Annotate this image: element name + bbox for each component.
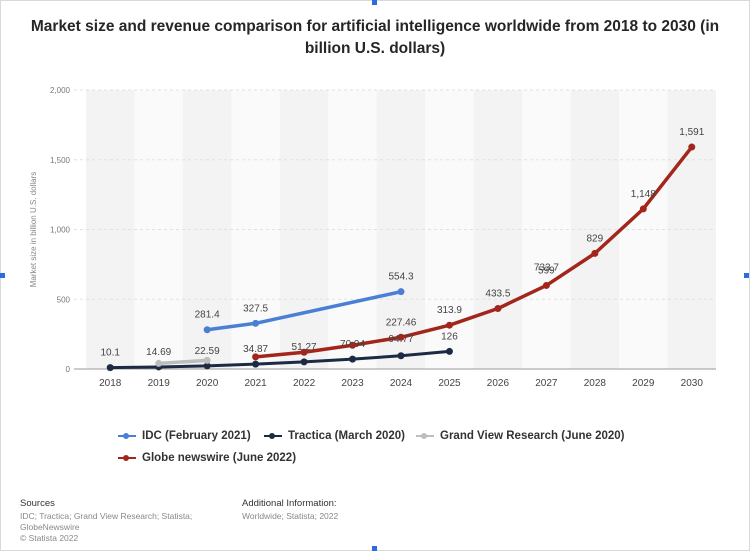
x-tick-label: 2025 xyxy=(438,378,461,389)
legend-item-tractica[interactable]: Tractica (March 2020) xyxy=(264,430,405,442)
x-tick-label: 2028 xyxy=(584,378,607,389)
data-label: 10.1 xyxy=(100,348,120,359)
data-label: 599 xyxy=(538,265,555,276)
data-label: 313.9 xyxy=(437,305,462,316)
column-band xyxy=(522,90,571,369)
data-point xyxy=(203,362,211,370)
data-label: 94.77 xyxy=(388,334,413,345)
data-label: 34.87 xyxy=(243,344,268,355)
x-tick-label: 2021 xyxy=(244,378,267,389)
x-tick-label: 2030 xyxy=(681,378,704,389)
data-label: 227.46 xyxy=(386,317,417,328)
data-point xyxy=(397,333,405,341)
y-tick-label: 1,000 xyxy=(50,226,71,235)
data-point xyxy=(203,326,211,334)
x-tick-label: 2029 xyxy=(632,378,655,389)
additional-info-text: Worldwide; Statista; 2022 xyxy=(242,511,339,521)
data-point xyxy=(252,319,260,327)
data-label: 281.4 xyxy=(195,310,220,321)
data-point xyxy=(639,205,647,213)
column-band xyxy=(570,90,620,369)
data-point xyxy=(349,355,357,363)
resize-handle-left[interactable] xyxy=(0,273,5,278)
data-label: 126 xyxy=(441,331,458,342)
data-label: 14.69 xyxy=(146,347,171,358)
data-point xyxy=(252,360,260,368)
legend-marker-globe-newswire xyxy=(118,455,136,461)
chart-plot: 0 500 1,000 1,500 2,000 Market size in billio… xyxy=(29,86,716,389)
x-tick-label: 2027 xyxy=(535,378,558,389)
data-label: 22.59 xyxy=(195,346,220,357)
y-axis-label: Market size in billion U.S. dollars xyxy=(29,172,38,288)
x-tick-label: 2024 xyxy=(390,378,413,389)
y-tick-label: 500 xyxy=(57,295,71,304)
data-point xyxy=(349,341,357,349)
x-tick-label: 2020 xyxy=(196,378,219,389)
legend-item-globe-newswire[interactable]: Globe newswire (June 2022) xyxy=(118,452,296,464)
data-point xyxy=(300,358,308,366)
data-label: 327.5 xyxy=(243,303,268,314)
data-label: 829 xyxy=(587,233,604,244)
data-point xyxy=(688,143,696,151)
copyright[interactable]: © Statista 2022 xyxy=(20,533,79,543)
legend-item-idc[interactable]: IDC (February 2021) xyxy=(118,430,251,442)
x-tick-label: 2018 xyxy=(99,378,122,389)
data-point xyxy=(203,356,211,364)
resize-handle-right[interactable] xyxy=(744,273,749,278)
legend-marker-grand-view xyxy=(416,433,434,439)
data-label: 554.3 xyxy=(388,272,413,283)
legend-marker-idc xyxy=(118,433,136,439)
data-point xyxy=(494,305,502,313)
data-point xyxy=(591,249,599,257)
legend-label-globe-newswire: Globe newswire (June 2022) xyxy=(142,452,297,464)
y-tick-label: 0 xyxy=(66,365,71,374)
legend-label-tractica: Tractica (March 2020) xyxy=(288,430,405,442)
data-point xyxy=(445,321,453,329)
data-label: 51.27 xyxy=(292,342,317,353)
data-point xyxy=(106,364,114,372)
x-tick-label: 2019 xyxy=(148,378,171,389)
additional-info-block: Additional Information: Worldwide; Stati… xyxy=(242,498,442,522)
data-point xyxy=(445,347,453,355)
sources-line-2: GlobeNewswire xyxy=(20,522,80,532)
legend-item-grand-view[interactable]: Grand View Research (June 2020) xyxy=(416,430,625,442)
data-label: 733.7 xyxy=(534,263,559,274)
data-point xyxy=(397,288,405,296)
legend-label-idc: IDC (February 2021) xyxy=(142,430,251,442)
x-tick-label: 2022 xyxy=(293,378,316,389)
sources-block: Sources IDC; Tractica; Grand View Resear… xyxy=(20,498,230,544)
chart-title: Market size and revenue comparison for a… xyxy=(30,18,720,57)
data-label: 70.94 xyxy=(340,339,365,350)
additional-info-heading[interactable]: Additional Information: xyxy=(242,498,337,509)
x-tick-label: 2023 xyxy=(341,378,364,389)
data-point xyxy=(542,281,550,289)
series-line xyxy=(253,145,694,359)
series-line xyxy=(108,349,451,370)
resize-handle-bottom[interactable] xyxy=(372,546,377,551)
sources-line-1: IDC; Tractica; Grand View Research; Stat… xyxy=(20,511,193,521)
y-tick-label: 1,500 xyxy=(50,156,71,165)
data-label: 1,148 xyxy=(631,189,656,200)
data-point xyxy=(155,359,163,367)
series-line xyxy=(156,358,209,366)
y-tick-label: 2,000 xyxy=(50,86,71,95)
data-point xyxy=(300,348,308,356)
data-label: 1,591 xyxy=(679,127,704,138)
x-tick-label: 2026 xyxy=(487,378,510,389)
data-point xyxy=(252,353,260,361)
resize-handle-top[interactable] xyxy=(372,0,377,5)
legend-marker-tractica xyxy=(264,433,282,439)
data-label: 433.5 xyxy=(485,289,510,300)
sources-heading: Sources xyxy=(20,498,55,509)
data-point xyxy=(397,352,405,360)
legend-label-grand-view: Grand View Research (June 2020) xyxy=(440,430,625,442)
